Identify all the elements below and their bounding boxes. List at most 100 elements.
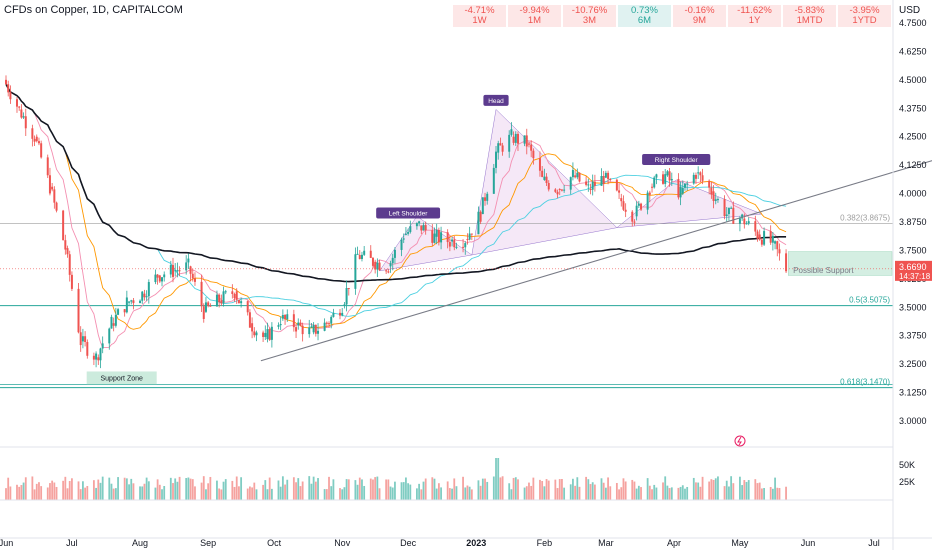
candle[interactable] xyxy=(270,326,273,340)
candle[interactable] xyxy=(651,186,654,188)
candle[interactable] xyxy=(681,187,684,194)
candle[interactable] xyxy=(648,192,651,195)
candle[interactable] xyxy=(464,243,467,248)
candle[interactable] xyxy=(758,234,761,240)
candle[interactable] xyxy=(266,329,269,340)
candle[interactable] xyxy=(202,306,205,319)
candle[interactable] xyxy=(466,239,469,241)
candle[interactable] xyxy=(92,355,95,360)
candle[interactable] xyxy=(701,175,704,181)
candle[interactable] xyxy=(317,330,320,334)
candle[interactable] xyxy=(622,201,625,210)
candle[interactable] xyxy=(215,294,218,307)
candle[interactable] xyxy=(604,172,607,178)
candle[interactable] xyxy=(668,171,671,181)
candle[interactable] xyxy=(431,230,434,243)
perf-1mtd[interactable]: -5.83% 1MTD xyxy=(783,5,836,27)
candle[interactable] xyxy=(589,189,592,191)
candle[interactable] xyxy=(541,170,544,177)
candle[interactable] xyxy=(248,312,251,328)
candle[interactable] xyxy=(615,179,618,191)
candle[interactable] xyxy=(130,300,133,302)
candle[interactable] xyxy=(220,300,223,304)
candle[interactable] xyxy=(664,174,667,184)
candle[interactable] xyxy=(9,92,12,100)
candle[interactable] xyxy=(301,325,304,335)
candle[interactable] xyxy=(22,116,25,118)
candle[interactable] xyxy=(486,193,489,201)
candle[interactable] xyxy=(240,301,243,304)
candle[interactable] xyxy=(404,233,407,235)
candle[interactable] xyxy=(224,291,227,293)
candle[interactable] xyxy=(433,233,436,243)
candle[interactable] xyxy=(402,238,405,240)
candle[interactable] xyxy=(602,176,605,185)
candle[interactable] xyxy=(35,136,38,142)
candle[interactable] xyxy=(448,242,451,247)
candle[interactable] xyxy=(600,176,603,186)
candle[interactable] xyxy=(437,230,440,243)
candle[interactable] xyxy=(760,239,763,245)
candle[interactable] xyxy=(714,199,717,201)
candle[interactable] xyxy=(207,302,210,306)
candle[interactable] xyxy=(323,322,326,331)
candle[interactable] xyxy=(156,274,159,278)
ma-20-line[interactable] xyxy=(5,84,787,330)
candle[interactable] xyxy=(730,207,733,209)
lightning-icon[interactable] xyxy=(734,435,746,447)
candle[interactable] xyxy=(666,171,669,176)
candle[interactable] xyxy=(378,262,381,271)
candle[interactable] xyxy=(132,300,135,304)
candle[interactable] xyxy=(538,158,541,171)
candle[interactable] xyxy=(587,184,590,186)
candle[interactable] xyxy=(97,357,100,361)
candle[interactable] xyxy=(312,324,315,333)
candle[interactable] xyxy=(174,270,177,272)
candle[interactable] xyxy=(33,138,36,142)
candle[interactable] xyxy=(609,178,612,180)
candle[interactable] xyxy=(556,191,559,195)
candle[interactable] xyxy=(79,332,82,346)
candle[interactable] xyxy=(407,231,410,234)
candle[interactable] xyxy=(640,203,643,210)
candle[interactable] xyxy=(279,324,282,326)
candle[interactable] xyxy=(774,241,777,244)
candle[interactable] xyxy=(745,223,748,225)
candle[interactable] xyxy=(51,186,54,190)
candle[interactable] xyxy=(297,322,300,326)
candle[interactable] xyxy=(400,239,403,250)
candle[interactable] xyxy=(200,281,203,307)
candle[interactable] xyxy=(172,265,174,277)
candle[interactable] xyxy=(81,336,84,342)
candle[interactable] xyxy=(618,190,621,193)
candle[interactable] xyxy=(633,221,636,223)
candle[interactable] xyxy=(697,172,700,174)
candle[interactable] xyxy=(692,174,695,184)
candle[interactable] xyxy=(84,336,87,343)
candle[interactable] xyxy=(147,282,150,297)
candle[interactable] xyxy=(20,109,23,118)
candle[interactable] xyxy=(624,209,627,212)
candle[interactable] xyxy=(563,189,566,191)
candle[interactable] xyxy=(576,172,579,178)
perf-1m[interactable]: -9.94% 1M xyxy=(508,5,561,27)
candle[interactable] xyxy=(295,327,298,332)
candle[interactable] xyxy=(607,172,610,179)
candle[interactable] xyxy=(235,291,238,300)
candle[interactable] xyxy=(343,304,346,306)
candle[interactable] xyxy=(68,254,71,275)
candle[interactable] xyxy=(571,169,574,178)
candle[interactable] xyxy=(48,175,51,194)
candle[interactable] xyxy=(453,239,456,248)
candle[interactable] xyxy=(281,315,284,319)
candle[interactable] xyxy=(389,263,392,267)
candle[interactable] xyxy=(756,231,759,239)
candle[interactable] xyxy=(440,232,443,243)
candle[interactable] xyxy=(593,181,596,186)
candle[interactable] xyxy=(574,175,577,178)
candle[interactable] xyxy=(683,183,686,188)
candle[interactable] xyxy=(161,277,164,282)
candle[interactable] xyxy=(204,302,207,312)
candle[interactable] xyxy=(677,178,680,198)
candle[interactable] xyxy=(543,176,546,180)
